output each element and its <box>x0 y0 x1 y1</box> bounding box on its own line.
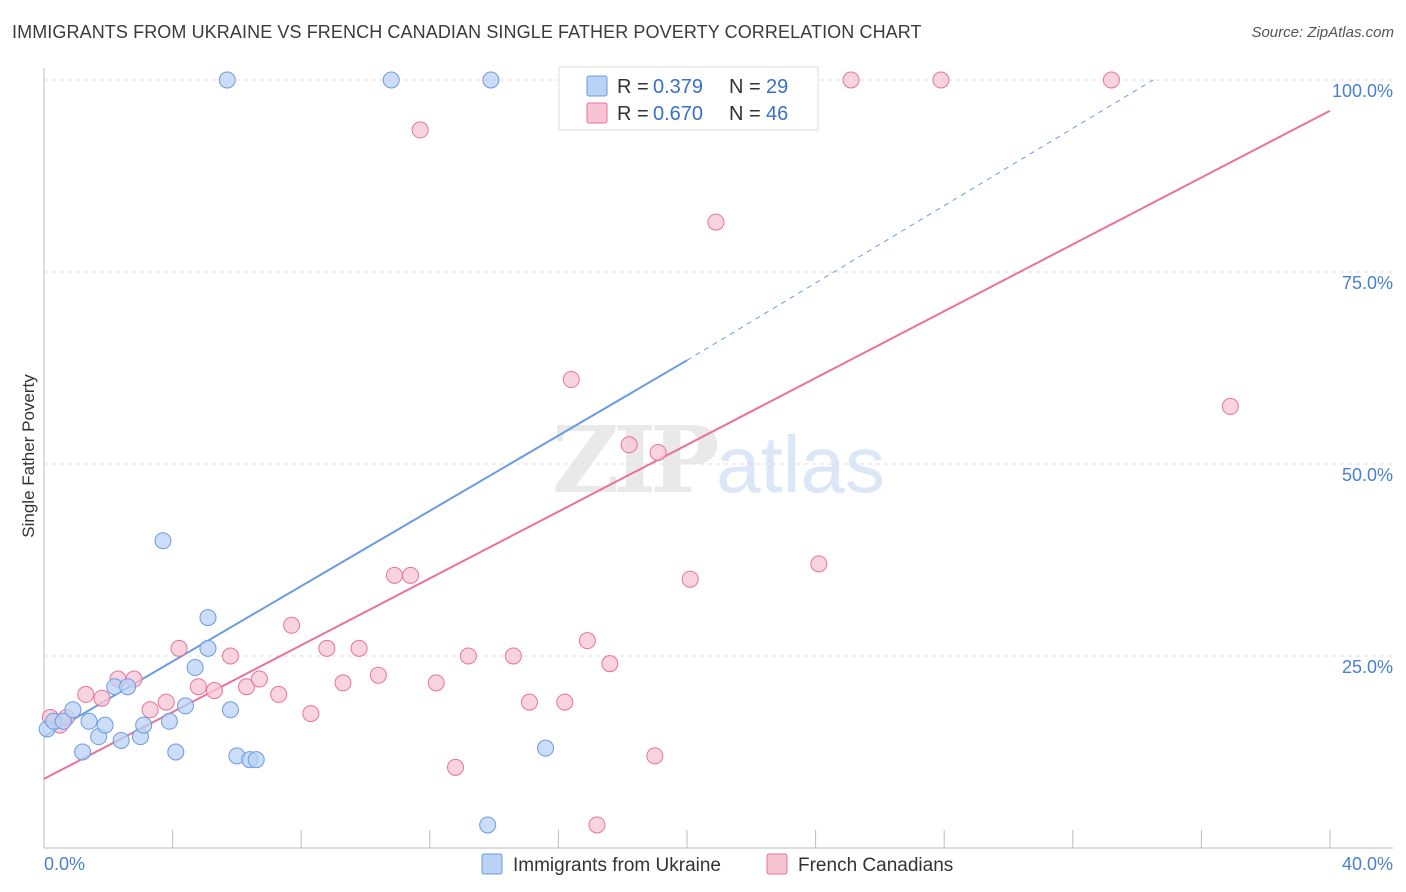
point-immigrants-from-ukraine <box>218 71 236 89</box>
point-french-canadians <box>810 555 828 573</box>
point-french-canadians <box>350 639 368 657</box>
point-immigrants-from-ukraine <box>186 659 204 677</box>
trend-line-ukraine-extension <box>686 79 1154 361</box>
x-tick-label-max: 40.0% <box>1342 854 1393 874</box>
point-french-canadians <box>842 71 860 89</box>
point-french-canadians <box>402 566 420 584</box>
point-immigrants-from-ukraine <box>247 751 265 769</box>
point-immigrants-from-ukraine <box>160 712 178 730</box>
y-tick-label-50: 50.0% <box>1342 465 1393 485</box>
legend-swatch-french <box>586 102 608 124</box>
bottom-legend-swatch-ukraine <box>481 853 503 875</box>
point-immigrants-from-ukraine <box>167 743 185 761</box>
point-french-canadians <box>369 666 387 684</box>
svg-text:ZIP: ZIP <box>552 406 717 514</box>
point-french-canadians <box>620 436 638 454</box>
point-french-canadians <box>459 647 477 665</box>
legend-n-label-french: N = <box>729 103 761 125</box>
point-immigrants-from-ukraine <box>54 712 72 730</box>
x-tick-label-min: 0.0% <box>44 854 85 874</box>
point-french-canadians <box>189 678 207 696</box>
y-tick-label-75: 75.0% <box>1342 273 1393 293</box>
point-immigrants-from-ukraine <box>64 701 82 719</box>
y-axis-label: Single Father Poverty <box>19 374 38 538</box>
point-french-canadians <box>238 678 256 696</box>
point-french-canadians <box>588 816 606 834</box>
y-tick-label-25: 25.0% <box>1342 657 1393 677</box>
bottom-legend-label-french: French Canadians <box>798 855 953 876</box>
point-french-canadians <box>385 566 403 584</box>
legend-r-label-ukraine: R = <box>617 76 649 98</box>
legend-n-label-ukraine: N = <box>729 76 761 98</box>
legend-n-value-french: 46 <box>766 103 788 125</box>
legend-n-value-ukraine: 29 <box>766 76 788 98</box>
bottom-legend-swatch-french <box>766 853 788 875</box>
point-french-canadians <box>283 616 301 634</box>
point-french-canadians <box>520 693 538 711</box>
trend-lines <box>43 79 1331 780</box>
chart-title: IMMIGRANTS FROM UKRAINE VS FRENCH CANADI… <box>12 22 922 42</box>
point-immigrants-from-ukraine <box>221 701 239 719</box>
point-immigrants-from-ukraine <box>80 712 98 730</box>
watermark: ZIP atlas <box>552 406 885 514</box>
point-immigrants-from-ukraine <box>199 639 217 657</box>
legend-swatch-ukraine <box>586 75 608 97</box>
legend-r-value-ukraine: 0.379 <box>653 76 703 98</box>
point-french-canadians <box>141 701 159 719</box>
point-immigrants-from-ukraine <box>479 816 497 834</box>
trend-line-french-canadians <box>43 109 1331 780</box>
bottom-legend: Immigrants from Ukraine French Canadians <box>481 853 953 876</box>
y-tick-labels: 25.0% 50.0% 75.0% 100.0% <box>1332 81 1393 677</box>
point-immigrants-from-ukraine <box>74 743 92 761</box>
point-french-canadians <box>250 670 268 688</box>
point-french-canadians <box>334 674 352 692</box>
point-french-canadians <box>205 682 223 700</box>
series-immigrants-from-ukraine <box>38 71 555 834</box>
point-french-canadians <box>157 693 175 711</box>
series-french-canadians <box>41 71 1239 834</box>
bottom-legend-label-ukraine: Immigrants from Ukraine <box>513 855 721 876</box>
svg-text:atlas: atlas <box>716 420 885 509</box>
point-french-canadians <box>649 443 667 461</box>
point-immigrants-from-ukraine <box>537 739 555 757</box>
trend-line-immigrants-from-ukraine <box>43 359 688 738</box>
legend: R = 0.379 N = 29 R = 0.670 N = 46 <box>558 66 819 131</box>
point-french-canadians <box>447 758 465 776</box>
legend-r-label-french: R = <box>617 103 649 125</box>
point-immigrants-from-ukraine <box>199 609 217 627</box>
point-french-canadians <box>556 693 574 711</box>
chart-source: Source: ZipAtlas.com <box>1251 24 1394 41</box>
point-french-canadians <box>578 632 596 650</box>
point-french-canadians <box>504 647 522 665</box>
point-french-canadians <box>270 685 288 703</box>
point-french-canadians <box>646 747 664 765</box>
point-immigrants-from-ukraine <box>482 71 500 89</box>
point-french-canadians <box>932 71 950 89</box>
point-immigrants-from-ukraine <box>135 716 153 734</box>
point-immigrants-from-ukraine <box>176 697 194 715</box>
point-french-canadians <box>681 570 699 588</box>
point-french-canadians <box>427 674 445 692</box>
point-french-canadians <box>318 639 336 657</box>
point-immigrants-from-ukraine <box>96 716 114 734</box>
point-immigrants-from-ukraine <box>154 532 172 550</box>
point-french-canadians <box>601 655 619 673</box>
point-french-canadians <box>93 689 111 707</box>
point-french-canadians <box>302 705 320 723</box>
point-french-canadians <box>1221 397 1239 415</box>
point-french-canadians <box>1102 71 1120 89</box>
point-immigrants-from-ukraine <box>112 731 130 749</box>
legend-r-value-french: 0.670 <box>653 103 703 125</box>
point-french-canadians <box>411 121 429 139</box>
point-french-canadians <box>707 213 725 231</box>
point-immigrants-from-ukraine <box>119 678 137 696</box>
point-french-canadians <box>221 647 239 665</box>
point-immigrants-from-ukraine <box>382 71 400 89</box>
point-french-canadians <box>562 371 580 389</box>
point-french-canadians <box>77 685 95 703</box>
point-french-canadians <box>170 639 188 657</box>
grid-lines <box>44 79 1393 657</box>
y-tick-label-100: 100.0% <box>1332 81 1393 101</box>
